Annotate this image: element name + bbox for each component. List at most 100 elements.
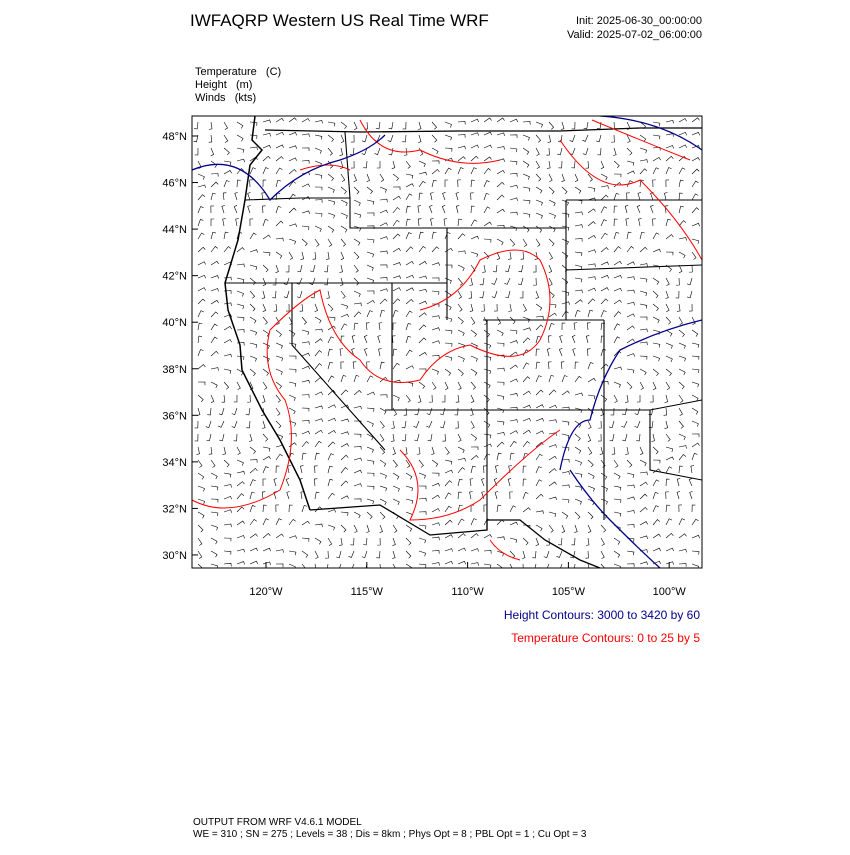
wind-barb: [431, 494, 440, 500]
wind-barb: [652, 519, 661, 526]
wind-barb: [405, 218, 411, 227]
wind-barb: [233, 394, 238, 403]
wind-barb: [379, 264, 388, 269]
wind-barb: [236, 506, 245, 513]
wind-barb: [366, 407, 375, 412]
wind-barb: [522, 160, 530, 168]
wind-barb: [561, 484, 570, 489]
wind-barb: [678, 548, 687, 553]
wind-barb: [587, 298, 596, 305]
wind-barb: [387, 134, 394, 142]
wind-barb: [210, 381, 218, 389]
wind-barb: [561, 446, 570, 451]
wind-barb: [639, 561, 648, 565]
wind-barb: [236, 561, 245, 565]
wind-barb: [548, 312, 557, 318]
wind-barb: [405, 322, 412, 331]
wind-barb: [639, 549, 648, 553]
wind-barb: [636, 394, 641, 403]
wind-barb: [613, 459, 619, 468]
wind-barb: [665, 167, 672, 175]
wind-barb: [223, 368, 232, 374]
wind-barb: [691, 407, 699, 415]
lat-label: 42°N: [162, 271, 187, 283]
wind-barb: [626, 368, 635, 374]
wind-barb: [639, 535, 648, 540]
wind-barb: [327, 441, 336, 448]
wind-barb: [626, 353, 635, 357]
wind-barb: [496, 169, 505, 175]
wind-barb: [392, 287, 401, 292]
wind-barb: [522, 563, 524, 568]
wind-barb: [236, 493, 245, 500]
wind-barb: [678, 251, 686, 259]
wind-barb: [314, 328, 323, 333]
wind-barb: [522, 362, 530, 370]
wind-barb: [535, 134, 542, 143]
wind-barb: [236, 303, 245, 310]
wind-barb: [299, 303, 304, 312]
wind-barb: [574, 375, 582, 383]
wind-barb: [366, 420, 374, 427]
wind-barb: [600, 550, 605, 559]
wind-barb: [613, 366, 622, 371]
wind-barb: [427, 433, 433, 442]
wind-barb: [678, 167, 686, 175]
wind-barb: [300, 465, 304, 474]
wind-barb: [457, 491, 462, 500]
wind-barb: [444, 167, 452, 175]
wind-barb: [509, 340, 518, 344]
wind-barb: [208, 121, 213, 130]
lat-label: 38°N: [162, 364, 187, 376]
wind-barb: [392, 275, 401, 279]
wind-barb: [457, 533, 466, 539]
wind-barb: [324, 277, 329, 286]
wind-barb: [678, 407, 683, 416]
wind-barb: [558, 348, 563, 357]
wind-barb: [444, 519, 453, 526]
wind-barb: [535, 290, 539, 299]
wind-barb: [665, 518, 673, 526]
wind-barb: [249, 290, 256, 299]
wind-barb: [587, 472, 595, 480]
wind-barb: [535, 453, 543, 461]
wind-barb: [364, 348, 368, 357]
wind-barb: [288, 117, 297, 123]
wind-barb: [431, 147, 439, 155]
wind-barb: [548, 496, 557, 501]
wind-barb: [444, 381, 449, 390]
wind-barb: [197, 335, 203, 344]
wind-barb: [262, 466, 269, 474]
wind-barb: [548, 468, 557, 474]
wind-barb: [301, 118, 310, 123]
wind-barb: [483, 534, 492, 539]
map-lines: [192, 116, 702, 568]
wind-barb: [548, 323, 555, 331]
wind-barb: [678, 454, 687, 461]
wind-barb: [678, 433, 686, 440]
wind-barb: [339, 348, 344, 357]
wind-barb: [496, 194, 505, 201]
wind-barb: [613, 299, 622, 305]
wind-barb: [283, 290, 290, 299]
wind-barb: [691, 207, 700, 214]
field-label: Temperature (C): [195, 66, 281, 78]
wind-barb: [249, 479, 256, 487]
wind-barb: [587, 208, 596, 214]
wind-barb: [470, 394, 475, 403]
wind-barb: [366, 391, 375, 396]
wind-barb: [470, 368, 478, 376]
wind-barb: [548, 511, 557, 517]
wind-barb: [249, 459, 258, 463]
wind-barb: [236, 247, 245, 253]
wind-barb: [626, 550, 635, 556]
wind-barb: [570, 550, 576, 559]
wind-barb: [574, 238, 583, 242]
wind-barb: [626, 524, 635, 528]
wind-barb: [496, 504, 502, 513]
wind-barb: [691, 381, 700, 388]
wind-barb: [431, 446, 435, 455]
wind-barb: [600, 247, 609, 253]
wind-barb: [210, 498, 219, 503]
wind-barb: [444, 548, 453, 552]
